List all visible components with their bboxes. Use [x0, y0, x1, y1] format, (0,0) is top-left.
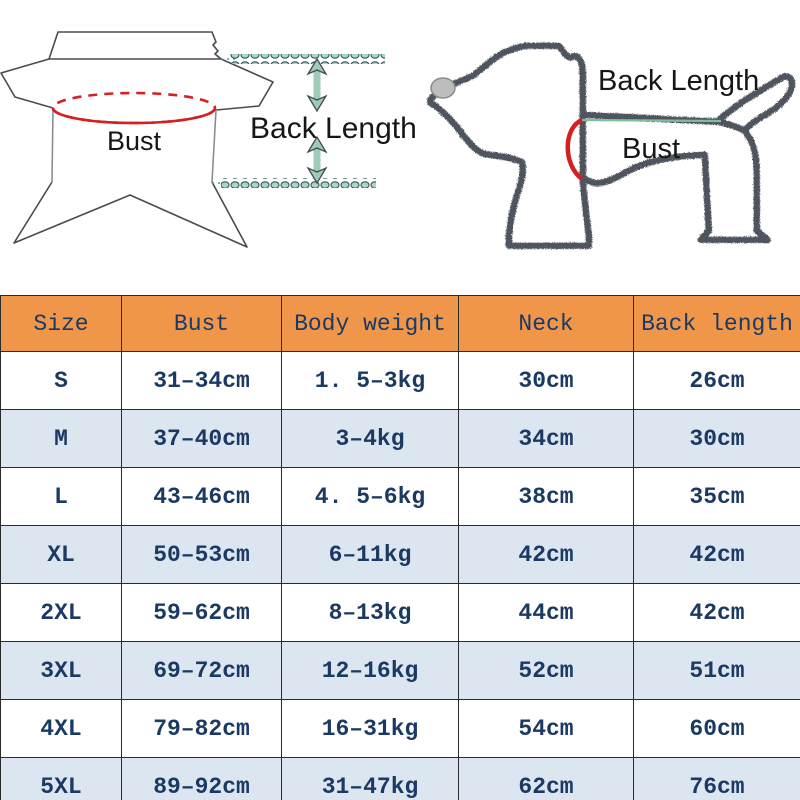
svg-text:Bust: Bust — [622, 133, 680, 165]
svg-text:Back Length: Back Length — [250, 112, 417, 145]
svg-text:Back Length: Back Length — [598, 65, 759, 97]
svg-text:Bust: Bust — [107, 126, 162, 156]
